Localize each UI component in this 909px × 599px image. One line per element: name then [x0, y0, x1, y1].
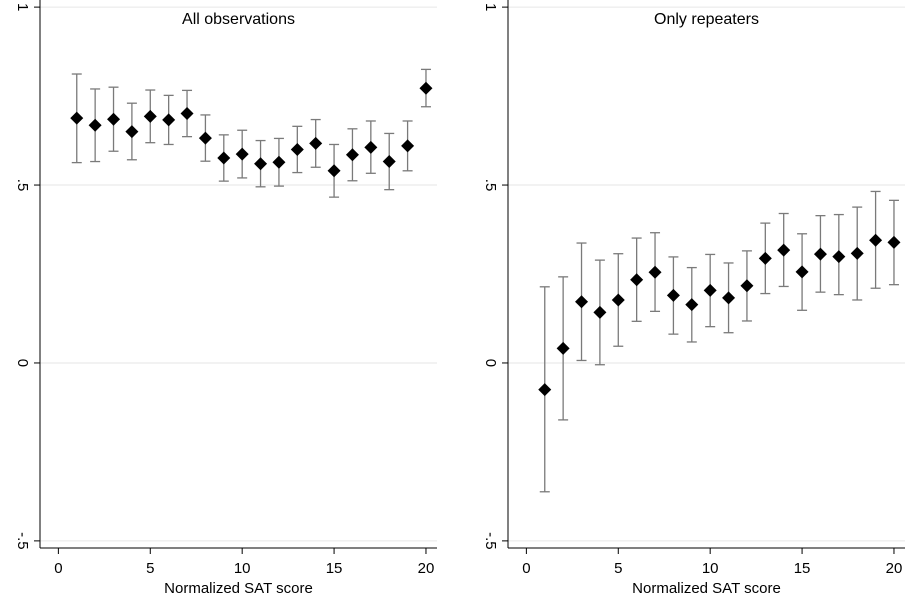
data-point-diamond: [162, 113, 176, 127]
y-tick-label: .5: [482, 179, 499, 192]
data-point-diamond: [685, 298, 699, 312]
data-point-diamond: [538, 383, 552, 397]
x-axis-label: Normalized SAT score: [632, 580, 781, 597]
data-point-diamond: [666, 288, 680, 302]
data-point-diamond: [740, 279, 754, 293]
data-point-diamond: [722, 291, 736, 305]
data-point-diamond: [887, 235, 901, 249]
data-point-diamond: [180, 107, 194, 121]
data-point-diamond: [611, 293, 625, 307]
x-tick-label: 15: [794, 560, 811, 577]
data-point-diamond: [217, 151, 231, 165]
data-point-diamond: [575, 295, 589, 309]
x-tick-label: 20: [418, 560, 435, 577]
x-tick-label: 5: [146, 560, 154, 577]
y-tick-label: 1: [14, 3, 31, 11]
data-point-diamond: [235, 147, 249, 161]
data-point-diamond: [593, 305, 607, 319]
data-point-diamond: [290, 142, 304, 156]
y-tick-label: .5: [14, 179, 31, 192]
data-point-diamond: [309, 136, 323, 150]
data-point-diamond: [832, 250, 846, 264]
data-point-diamond: [401, 139, 415, 153]
data-point-diamond: [630, 273, 644, 287]
data-point-diamond: [777, 243, 791, 257]
x-tick-label: 0: [522, 560, 530, 577]
chart-title: Only repeaters: [654, 11, 759, 28]
x-axis-label: Normalized SAT score: [164, 580, 313, 597]
data-point-diamond: [703, 283, 717, 297]
data-point-diamond: [795, 265, 809, 279]
data-point-diamond: [419, 81, 433, 95]
data-point-diamond: [272, 155, 286, 169]
x-tick-label: 0: [54, 560, 62, 577]
x-tick-label: 5: [614, 560, 622, 577]
data-point-diamond: [254, 157, 268, 171]
data-point-diamond: [850, 246, 864, 260]
data-point-diamond: [143, 109, 157, 123]
data-point-diamond: [198, 131, 212, 145]
data-point-diamond: [88, 118, 102, 132]
data-point-diamond: [869, 233, 883, 247]
y-tick-label: 0: [482, 359, 499, 367]
x-tick-label: 10: [702, 560, 719, 577]
x-tick-label: 10: [234, 560, 251, 577]
y-tick-label: -.5: [482, 532, 499, 550]
data-point-diamond: [813, 247, 827, 261]
chart-title: All observations: [182, 11, 295, 28]
data-point-diamond: [382, 155, 396, 169]
data-point-diamond: [556, 341, 570, 355]
x-tick-label: 20: [886, 560, 903, 577]
data-point-diamond: [345, 148, 359, 162]
data-point-diamond: [758, 251, 772, 265]
data-point-diamond: [107, 112, 121, 126]
data-point-diamond: [70, 111, 84, 125]
y-tick-label: 0: [14, 359, 31, 367]
data-point-diamond: [125, 125, 139, 139]
data-point-diamond: [327, 164, 341, 178]
data-point-diamond: [648, 265, 662, 279]
data-point-diamond: [364, 140, 378, 154]
x-tick-label: 15: [326, 560, 343, 577]
y-tick-label: 1: [482, 3, 499, 11]
y-tick-label: -.5: [14, 532, 31, 550]
